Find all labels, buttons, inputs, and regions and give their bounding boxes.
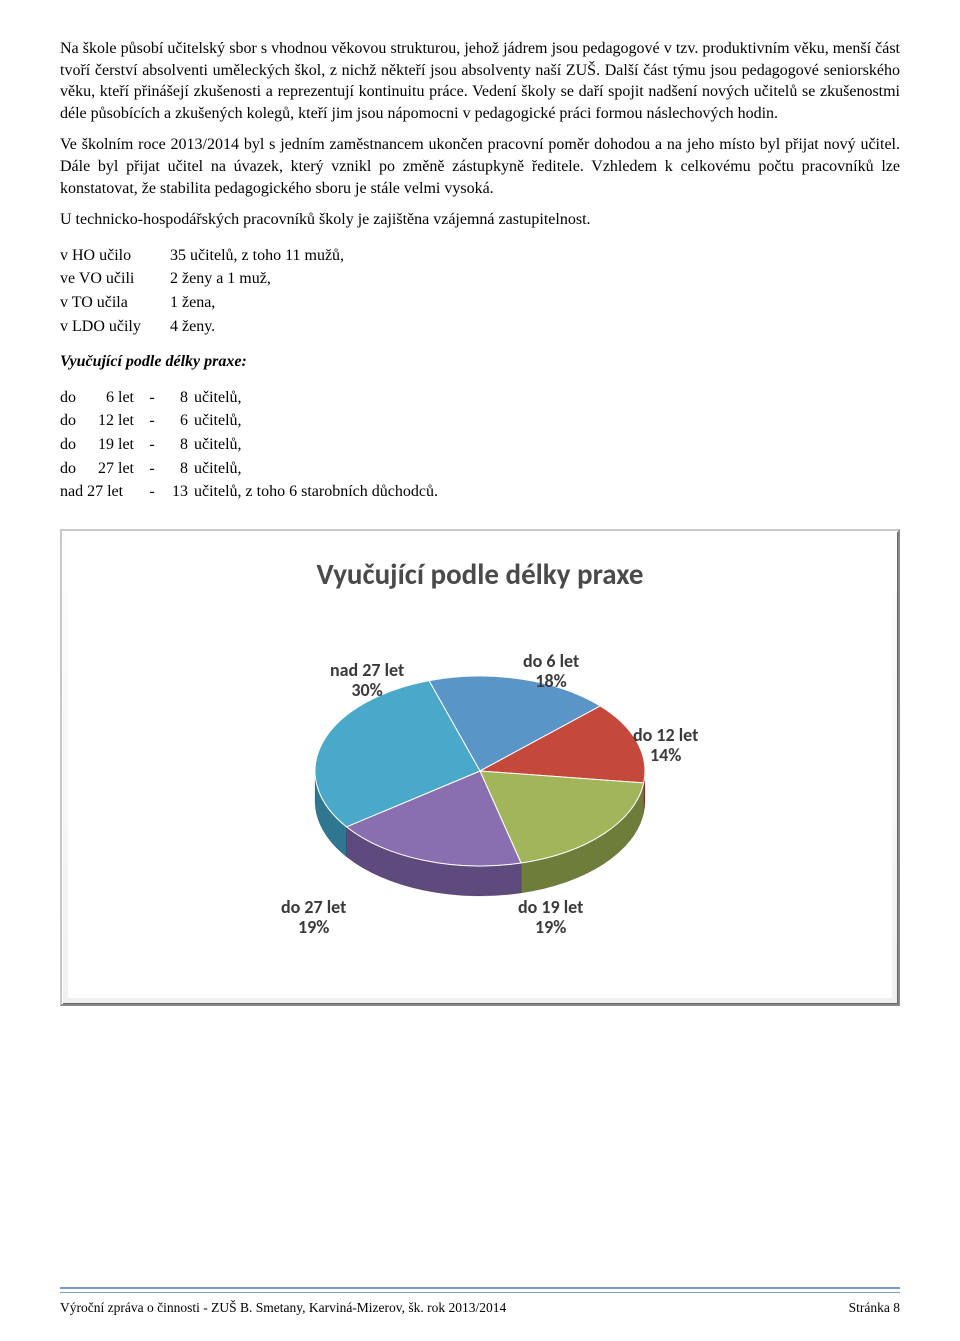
- praxe-prefix: nad 27 let: [60, 481, 140, 503]
- dept-stat-value: 35 učitelů, z toho 11 mužů,: [170, 245, 344, 267]
- praxe-range: 19 let: [90, 434, 140, 456]
- page-footer: Výroční zpráva o činnosti - ZUŠ B. Smeta…: [60, 1287, 900, 1317]
- pie-label-line1: do 27 let: [281, 898, 346, 918]
- praxe-rows: do6 let-8učitelů,do12 let-6učitelů,do19 …: [60, 387, 900, 503]
- praxe-count: 8: [164, 387, 188, 409]
- praxe-count: 8: [164, 434, 188, 456]
- dept-stat-label: ve VO učili: [60, 268, 170, 290]
- praxe-row: do6 let-8učitelů,: [60, 387, 900, 409]
- pie-svg: [100, 606, 860, 976]
- dept-stat-label: v LDO učily: [60, 316, 170, 338]
- pie-slice-label: do 6 let18%: [523, 652, 579, 692]
- praxe-prefix: do: [60, 410, 90, 432]
- chart-frame: Vyučující podle délky praxe do 6 let18%d…: [60, 529, 900, 1006]
- praxe-range: 12 let: [90, 410, 140, 432]
- pie-slice-label: do 12 let14%: [633, 726, 698, 766]
- praxe-dash: -: [140, 481, 164, 503]
- paragraph-2: Ve školním roce 2013/2014 byl s jedním z…: [60, 134, 900, 199]
- praxe-dash: -: [140, 410, 164, 432]
- praxe-count: 8: [164, 458, 188, 480]
- footer-rule-thin: [60, 1292, 900, 1293]
- dept-stat-row: v LDO učily4 ženy.: [60, 316, 900, 338]
- praxe-rest: učitelů,: [188, 434, 242, 456]
- praxe-prefix: do: [60, 387, 90, 409]
- pie-slice-label: do 27 let19%: [281, 898, 346, 938]
- pie-slice-label: do 19 let19%: [518, 898, 583, 938]
- praxe-count: 13: [164, 481, 188, 503]
- praxe-prefix: do: [60, 458, 90, 480]
- dept-stats: v HO učilo35 učitelů, z toho 11 mužů,ve …: [60, 245, 900, 337]
- pie-slice-label: nad 27 let30%: [330, 661, 404, 701]
- pie-label-line2: 18%: [523, 672, 579, 692]
- pie-label-line1: do 19 let: [518, 898, 583, 918]
- pie-label-line2: 19%: [518, 918, 583, 938]
- dept-stat-label: v TO učila: [60, 292, 170, 314]
- pie-label-line1: do 6 let: [523, 652, 579, 672]
- pie-label-line1: nad 27 let: [330, 661, 404, 681]
- pie-area: do 6 let18%do 12 let14%do 19 let19%do 27…: [78, 606, 882, 976]
- praxe-count: 6: [164, 410, 188, 432]
- dept-stat-value: 2 ženy a 1 muž,: [170, 268, 271, 290]
- dept-stat-row: ve VO učili2 ženy a 1 muž,: [60, 268, 900, 290]
- footer-rule: [60, 1287, 900, 1289]
- footer-left: Výroční zpráva o činnosti - ZUŠ B. Smeta…: [60, 1299, 506, 1317]
- chart-title: Vyučující podle délky praxe: [78, 555, 882, 594]
- praxe-rest: učitelů,: [188, 387, 242, 409]
- dept-stat-row: v HO učilo35 učitelů, z toho 11 mužů,: [60, 245, 900, 267]
- praxe-range: 27 let: [90, 458, 140, 480]
- chart-inner: Vyučující podle délky praxe do 6 let18%d…: [68, 537, 892, 998]
- pie-label-line2: 30%: [330, 681, 404, 701]
- praxe-rest: učitelů,: [188, 458, 242, 480]
- praxe-heading: Vyučující podle délky praxe:: [60, 351, 900, 373]
- praxe-range: 6 let: [90, 387, 140, 409]
- dept-stat-row: v TO učila1 žena,: [60, 292, 900, 314]
- pie-label-line2: 14%: [633, 746, 698, 766]
- praxe-prefix: do: [60, 434, 90, 456]
- praxe-rest: učitelů,: [188, 410, 242, 432]
- dept-stat-value: 4 ženy.: [170, 316, 215, 338]
- praxe-row: do19 let-8učitelů,: [60, 434, 900, 456]
- praxe-row-last: nad 27 let-13učitelů, z toho 6 starobníc…: [60, 481, 900, 503]
- pie-label-line2: 19%: [281, 918, 346, 938]
- praxe-rest: učitelů, z toho 6 starobních důchodců.: [188, 481, 438, 503]
- praxe-dash: -: [140, 434, 164, 456]
- dept-stat-value: 1 žena,: [170, 292, 215, 314]
- praxe-dash: -: [140, 458, 164, 480]
- footer-right: Stránka 8: [849, 1299, 900, 1317]
- praxe-row: do27 let-8učitelů,: [60, 458, 900, 480]
- praxe-row: do12 let-6učitelů,: [60, 410, 900, 432]
- praxe-dash: -: [140, 387, 164, 409]
- dept-stat-label: v HO učilo: [60, 245, 170, 267]
- paragraph-1: Na škole působí učitelský sbor s vhodnou…: [60, 38, 900, 124]
- paragraph-3: U technicko-hospodářských pracovníků ško…: [60, 209, 900, 231]
- pie-label-line1: do 12 let: [633, 726, 698, 746]
